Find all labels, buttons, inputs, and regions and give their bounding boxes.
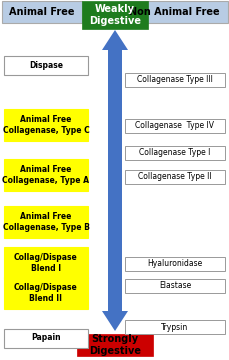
FancyBboxPatch shape <box>4 206 88 238</box>
Text: Weakly
Digestive: Weakly Digestive <box>89 4 140 26</box>
Text: Animal Free: Animal Free <box>9 7 74 17</box>
FancyArrow shape <box>101 311 128 331</box>
FancyBboxPatch shape <box>124 170 224 184</box>
Text: Collagenase Type II: Collagenase Type II <box>138 172 211 181</box>
Text: Collag/Dispase
Blend II: Collag/Dispase Blend II <box>14 283 78 302</box>
Text: Animal Free
Collagenase, Type C: Animal Free Collagenase, Type C <box>3 116 89 135</box>
FancyBboxPatch shape <box>4 328 88 347</box>
Text: Elastase: Elastase <box>158 282 190 291</box>
Text: Animal Free
Collagenase, Type B: Animal Free Collagenase, Type B <box>3 212 89 231</box>
FancyBboxPatch shape <box>124 257 224 271</box>
FancyBboxPatch shape <box>124 320 224 334</box>
FancyBboxPatch shape <box>108 49 121 312</box>
FancyBboxPatch shape <box>124 73 224 87</box>
Text: Collagenase  Type IV: Collagenase Type IV <box>135 121 214 130</box>
FancyBboxPatch shape <box>124 279 224 293</box>
FancyBboxPatch shape <box>4 159 88 191</box>
Text: Collag/Dispase
Blend I: Collag/Dispase Blend I <box>14 253 78 273</box>
Text: Animal Free
Collagenase, Type A: Animal Free Collagenase, Type A <box>3 166 89 185</box>
FancyBboxPatch shape <box>82 1 147 29</box>
FancyBboxPatch shape <box>124 119 224 133</box>
FancyBboxPatch shape <box>4 277 88 309</box>
Text: Collagenase Type I: Collagenase Type I <box>139 148 210 157</box>
FancyBboxPatch shape <box>77 334 152 356</box>
FancyBboxPatch shape <box>2 1 82 23</box>
FancyBboxPatch shape <box>4 247 88 279</box>
Text: Collagenase Type III: Collagenase Type III <box>136 76 212 85</box>
FancyBboxPatch shape <box>120 1 227 23</box>
FancyArrow shape <box>101 30 128 50</box>
Text: Strongly
Digestive: Strongly Digestive <box>89 334 140 356</box>
Text: Hyaluronidase: Hyaluronidase <box>147 260 202 269</box>
Text: Trypsin: Trypsin <box>161 323 188 332</box>
FancyBboxPatch shape <box>4 109 88 141</box>
FancyBboxPatch shape <box>124 146 224 160</box>
Text: Non Animal Free: Non Animal Free <box>128 7 218 17</box>
Text: Papain: Papain <box>31 333 60 342</box>
Text: Dispase: Dispase <box>29 60 63 69</box>
FancyBboxPatch shape <box>4 55 88 75</box>
